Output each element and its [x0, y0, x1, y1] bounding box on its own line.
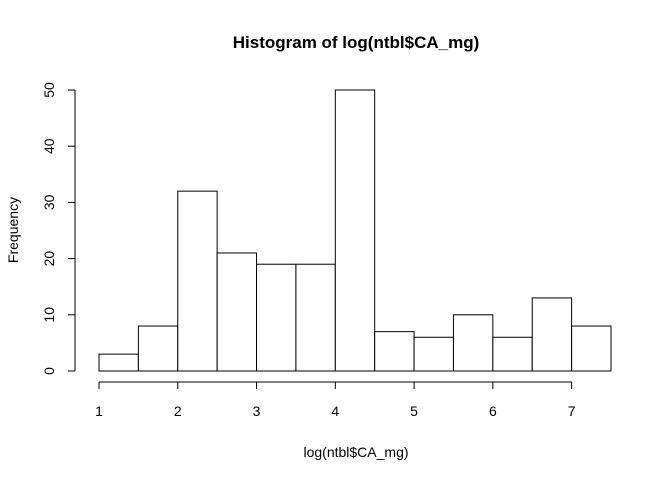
histogram-bar	[177, 190, 218, 372]
x-tick-label: 6	[489, 403, 497, 419]
y-axis-title: Frequency	[5, 197, 21, 263]
histogram-bars	[98, 89, 612, 372]
x-tick-label: 1	[95, 403, 103, 419]
histogram-bar	[98, 353, 139, 372]
histogram-bar	[216, 252, 258, 372]
histogram-bar	[374, 331, 415, 372]
histogram-bar	[452, 314, 494, 372]
x-tick-label: 4	[331, 403, 339, 419]
x-tick-label: 2	[174, 403, 182, 419]
x-axis-title: log(ntbl$CA_mg)	[303, 444, 408, 460]
histogram-bar	[492, 336, 533, 372]
x-tick-label: 3	[253, 403, 261, 419]
y-tick-label: 10	[41, 307, 57, 323]
histogram-bar	[295, 263, 336, 372]
histogram-bar	[334, 89, 376, 372]
y-tick-label: 20	[41, 251, 57, 267]
x-axis: 1 2 3 4 5 6 7	[95, 381, 576, 419]
histogram-bar	[531, 297, 573, 372]
histogram-bar	[571, 325, 612, 372]
y-tick-label: 30	[41, 194, 57, 210]
histogram-bar	[413, 336, 454, 372]
histogram-bar	[137, 325, 179, 372]
x-tick-label: 5	[410, 403, 418, 419]
y-axis: 0 10 20 30 40 50	[41, 82, 76, 375]
y-tick-label: 0	[41, 367, 57, 375]
x-tick-label: 7	[568, 403, 576, 419]
y-tick-label: 50	[41, 82, 57, 98]
histogram-bar	[256, 263, 297, 372]
chart-title: Histogram of log(ntbl$CA_mg)	[233, 33, 480, 52]
y-tick-label: 40	[41, 138, 57, 154]
